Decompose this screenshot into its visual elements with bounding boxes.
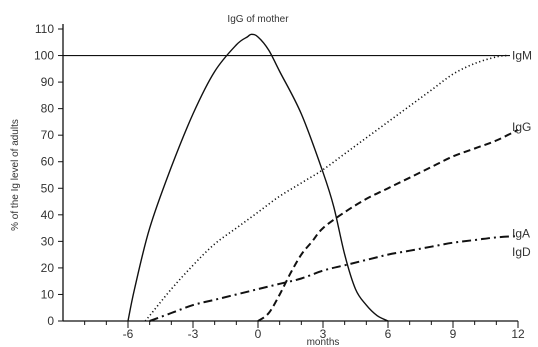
x-tick-label: 3	[320, 327, 327, 341]
series-line-iga-igd	[149, 235, 519, 322]
mother-igg-annotation: IgG of mother	[227, 14, 289, 25]
y-axis-ticks: 0 10 20 30 40 50 60 70 80 90 100 110	[34, 22, 63, 328]
x-tick-label: 9	[450, 327, 457, 341]
y-tick-label: 90	[41, 75, 55, 89]
x-tick-label: 12	[511, 327, 525, 341]
x-axis-title: months	[307, 337, 340, 347]
y-tick-label: 60	[41, 155, 55, 169]
series-label-igg: IgG	[512, 120, 531, 134]
y-tick-label: 100	[34, 49, 54, 63]
y-tick-label: 40	[41, 208, 55, 222]
x-tick-label: -3	[188, 327, 199, 341]
y-tick-label: 10	[41, 287, 55, 301]
series-label-igm: IgM	[512, 49, 532, 63]
x-tick-label: 6	[385, 327, 392, 341]
series-line-igg-of-mother	[127, 33, 389, 322]
y-tick-label: 0	[47, 314, 54, 328]
x-axis-ticks: -6 -3 0 3 6 9 12	[84, 321, 525, 341]
x-tick-label: -6	[123, 327, 134, 341]
series-label-igd: IgD	[512, 245, 531, 259]
y-axis-title: % of the Ig level of adults	[10, 119, 21, 231]
y-tick-label: 110	[35, 22, 54, 36]
series-label-iga: IgA	[512, 226, 530, 240]
series-labels: IgM IgG IgA IgD	[512, 49, 532, 259]
series-layer	[127, 33, 519, 322]
series-line-igm	[144, 54, 508, 322]
y-tick-label: 80	[41, 102, 55, 116]
series-line-igg	[257, 128, 519, 322]
y-tick-label: 50	[41, 181, 55, 195]
y-tick-label: 30	[41, 234, 55, 248]
y-tick-label: 70	[41, 128, 55, 142]
y-tick-label: 20	[41, 261, 55, 275]
x-tick-label: 0	[255, 327, 262, 341]
